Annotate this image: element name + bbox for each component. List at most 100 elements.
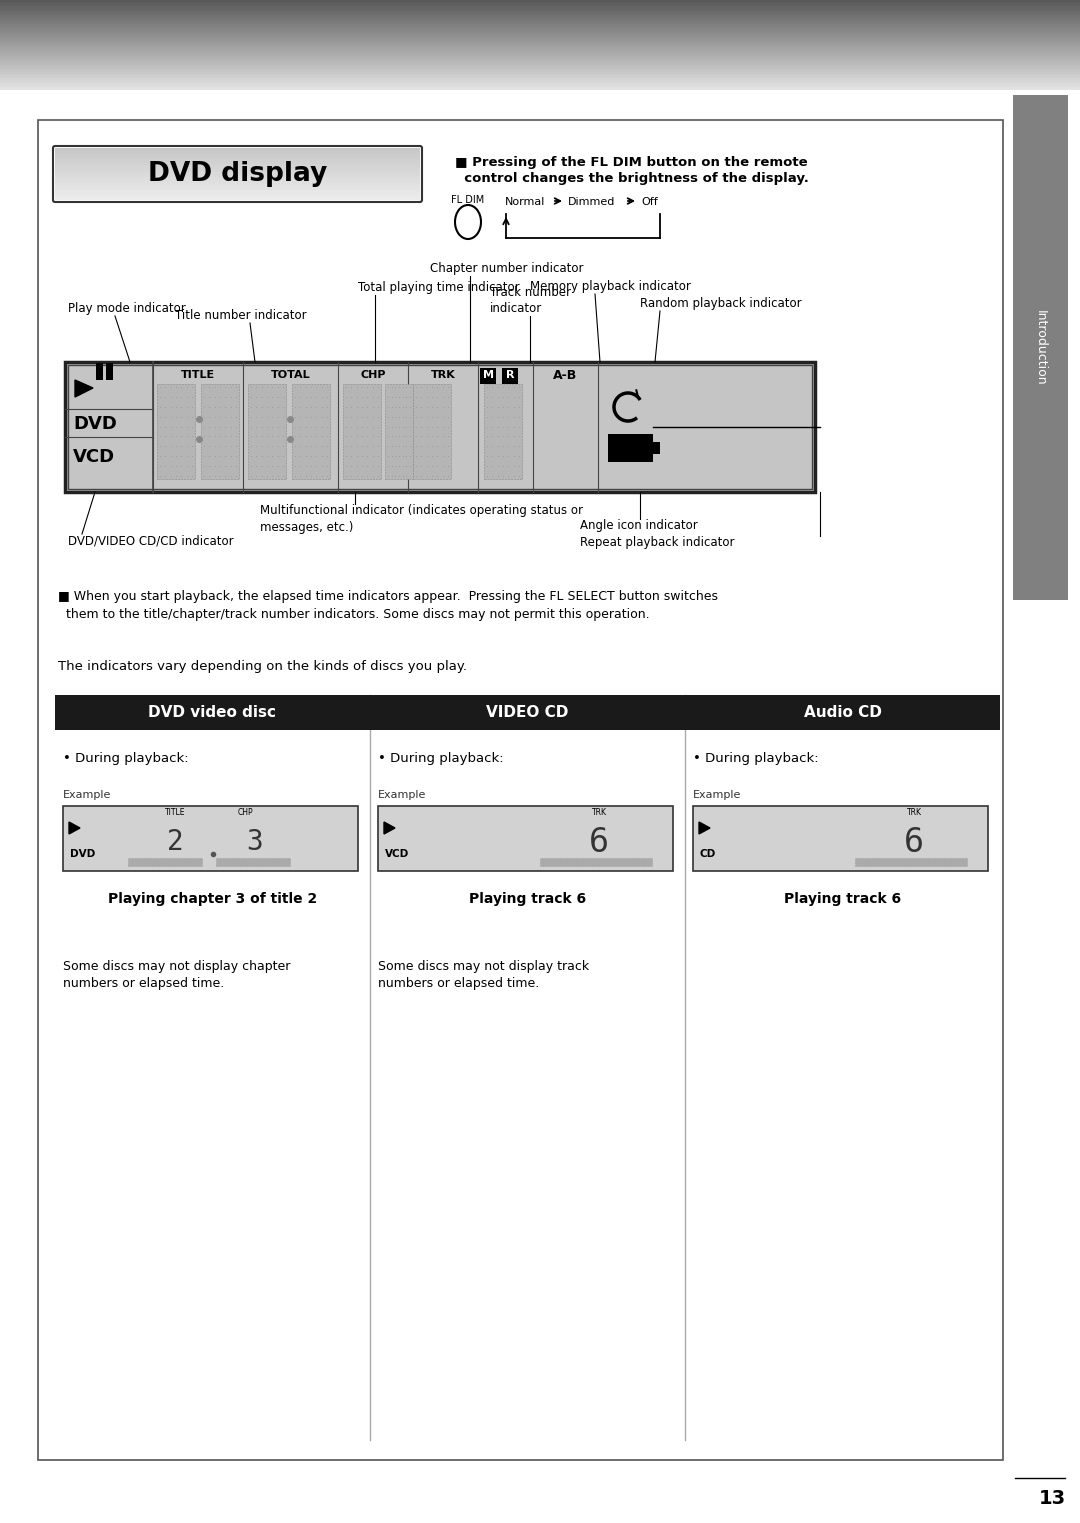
Circle shape xyxy=(616,439,636,458)
Bar xyxy=(55,196,420,198)
Bar xyxy=(55,175,420,178)
Text: CHP: CHP xyxy=(238,807,254,816)
Text: ■ When you start playback, the elapsed time indicators appear.  Pressing the FL : ■ When you start playback, the elapsed t… xyxy=(58,589,718,603)
Text: • During playback:: • During playback: xyxy=(63,752,189,765)
Text: DVD: DVD xyxy=(70,848,95,859)
Bar xyxy=(55,172,420,174)
Text: TITLE: TITLE xyxy=(165,807,186,816)
Bar xyxy=(384,384,413,480)
Bar xyxy=(55,195,420,196)
Bar xyxy=(157,384,195,480)
Polygon shape xyxy=(75,381,93,398)
Text: FL DIM: FL DIM xyxy=(451,195,485,206)
Bar xyxy=(55,187,420,189)
Bar xyxy=(55,151,420,154)
Bar xyxy=(370,694,685,730)
Text: Total playing time indicator: Total playing time indicator xyxy=(357,282,519,294)
Text: 3: 3 xyxy=(246,829,264,856)
Text: Angle icon indicator: Angle icon indicator xyxy=(580,519,698,532)
Text: R: R xyxy=(505,370,514,381)
Text: TRK: TRK xyxy=(592,807,607,816)
Text: Normal: Normal xyxy=(505,196,545,207)
Bar xyxy=(55,180,420,181)
Text: Play mode indicator: Play mode indicator xyxy=(68,302,186,315)
Text: TRK: TRK xyxy=(907,807,921,816)
Text: Some discs may not display chapter
numbers or elapsed time.: Some discs may not display chapter numbe… xyxy=(63,959,291,990)
Bar xyxy=(55,181,420,183)
Text: 13: 13 xyxy=(1039,1488,1066,1508)
Text: A-B: A-B xyxy=(553,369,577,381)
Bar xyxy=(68,366,812,489)
Bar xyxy=(480,369,496,384)
Polygon shape xyxy=(384,822,395,835)
Bar xyxy=(55,198,420,200)
Bar xyxy=(55,184,420,186)
Bar xyxy=(216,857,291,867)
Text: ■ Pressing of the FL DIM button on the remote: ■ Pressing of the FL DIM button on the r… xyxy=(455,155,808,169)
Text: Track number
indicator: Track number indicator xyxy=(490,286,571,315)
Text: Multifunctional indicator (indicates operating status or
messages, etc.): Multifunctional indicator (indicates ope… xyxy=(260,504,583,535)
Text: Chapter number indicator: Chapter number indicator xyxy=(430,262,583,276)
Text: VCD: VCD xyxy=(384,848,409,859)
Text: Playing chapter 3 of title 2: Playing chapter 3 of title 2 xyxy=(108,892,318,906)
Text: Example: Example xyxy=(63,790,111,800)
Bar xyxy=(55,168,420,169)
Bar xyxy=(55,189,420,192)
Bar xyxy=(292,384,330,480)
Text: VIDEO CD: VIDEO CD xyxy=(486,705,569,720)
Text: 2: 2 xyxy=(166,829,184,856)
Text: Audio CD: Audio CD xyxy=(804,705,881,720)
Bar xyxy=(55,158,420,160)
Text: • During playback:: • During playback: xyxy=(693,752,819,765)
Bar xyxy=(1013,94,1068,600)
Bar xyxy=(55,192,420,193)
Bar xyxy=(55,163,420,166)
Text: CHP: CHP xyxy=(361,370,386,381)
Bar xyxy=(55,157,420,158)
Text: TOTAL: TOTAL xyxy=(271,370,310,381)
Text: DVD video disc: DVD video disc xyxy=(149,705,276,720)
Bar xyxy=(65,362,815,492)
Text: Playing track 6: Playing track 6 xyxy=(784,892,901,906)
Bar xyxy=(55,193,420,195)
Text: Some discs may not display track
numbers or elapsed time.: Some discs may not display track numbers… xyxy=(378,959,589,990)
Bar xyxy=(55,694,370,730)
Text: 6: 6 xyxy=(904,825,924,859)
Bar xyxy=(55,166,420,168)
Bar xyxy=(343,384,381,480)
Bar xyxy=(55,161,420,163)
Text: Random playback indicator: Random playback indicator xyxy=(640,297,801,311)
Bar xyxy=(55,169,420,171)
Bar xyxy=(685,694,1000,730)
Text: • During playback:: • During playback: xyxy=(378,752,503,765)
Text: VCD: VCD xyxy=(73,448,116,466)
Bar xyxy=(378,806,673,871)
Text: DVD display: DVD display xyxy=(148,161,327,187)
Bar xyxy=(55,148,420,149)
Text: control changes the brightness of the display.: control changes the brightness of the di… xyxy=(455,172,809,184)
Bar xyxy=(201,384,239,480)
Bar xyxy=(55,160,420,161)
Bar xyxy=(855,857,968,867)
Text: Dimmed: Dimmed xyxy=(568,196,616,207)
Text: DVD: DVD xyxy=(73,414,117,433)
Bar xyxy=(502,369,518,384)
Bar xyxy=(127,857,202,867)
Text: M: M xyxy=(483,370,494,381)
Bar xyxy=(96,362,103,381)
Bar xyxy=(106,362,113,381)
Text: Repeat playback indicator: Repeat playback indicator xyxy=(580,536,734,548)
Bar xyxy=(646,442,660,454)
Text: Introduction: Introduction xyxy=(1034,309,1047,385)
Bar xyxy=(55,171,420,172)
Text: Example: Example xyxy=(693,790,741,800)
Bar xyxy=(55,149,420,151)
Bar xyxy=(63,806,357,871)
Text: The indicators vary depending on the kinds of discs you play.: The indicators vary depending on the kin… xyxy=(58,659,467,673)
Text: CD: CD xyxy=(700,848,716,859)
Polygon shape xyxy=(699,822,710,835)
Bar xyxy=(55,154,420,155)
Bar xyxy=(55,183,420,184)
Bar xyxy=(693,806,988,871)
Bar xyxy=(55,155,420,157)
